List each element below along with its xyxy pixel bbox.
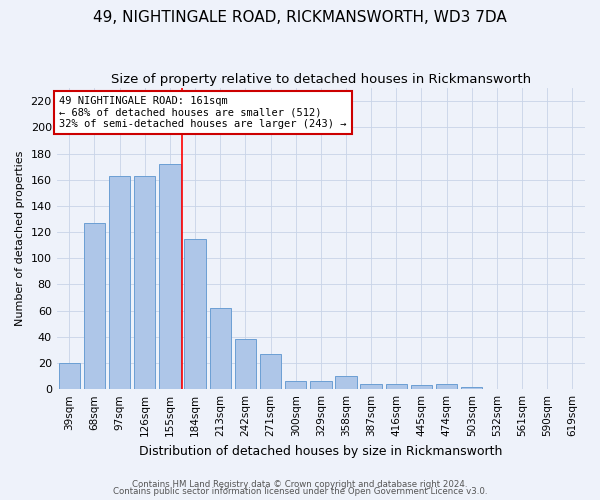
- Bar: [184, 238, 206, 389]
- Bar: [84, 223, 105, 389]
- Bar: [59, 363, 80, 389]
- Bar: [335, 376, 356, 389]
- Bar: [361, 384, 382, 389]
- Text: Contains HM Land Registry data © Crown copyright and database right 2024.: Contains HM Land Registry data © Crown c…: [132, 480, 468, 489]
- Text: 49, NIGHTINGALE ROAD, RICKMANSWORTH, WD3 7DA: 49, NIGHTINGALE ROAD, RICKMANSWORTH, WD3…: [93, 10, 507, 25]
- Bar: [386, 384, 407, 389]
- Bar: [134, 176, 155, 389]
- Bar: [285, 382, 307, 389]
- Y-axis label: Number of detached properties: Number of detached properties: [15, 151, 25, 326]
- Text: Contains public sector information licensed under the Open Government Licence v3: Contains public sector information licen…: [113, 488, 487, 496]
- Bar: [436, 384, 457, 389]
- Title: Size of property relative to detached houses in Rickmansworth: Size of property relative to detached ho…: [111, 72, 531, 86]
- Bar: [109, 176, 130, 389]
- Bar: [461, 386, 482, 389]
- X-axis label: Distribution of detached houses by size in Rickmansworth: Distribution of detached houses by size …: [139, 444, 503, 458]
- Bar: [260, 354, 281, 389]
- Text: 49 NIGHTINGALE ROAD: 161sqm
← 68% of detached houses are smaller (512)
32% of se: 49 NIGHTINGALE ROAD: 161sqm ← 68% of det…: [59, 96, 347, 129]
- Bar: [411, 386, 432, 389]
- Bar: [235, 340, 256, 389]
- Bar: [310, 382, 332, 389]
- Bar: [209, 308, 231, 389]
- Bar: [159, 164, 181, 389]
